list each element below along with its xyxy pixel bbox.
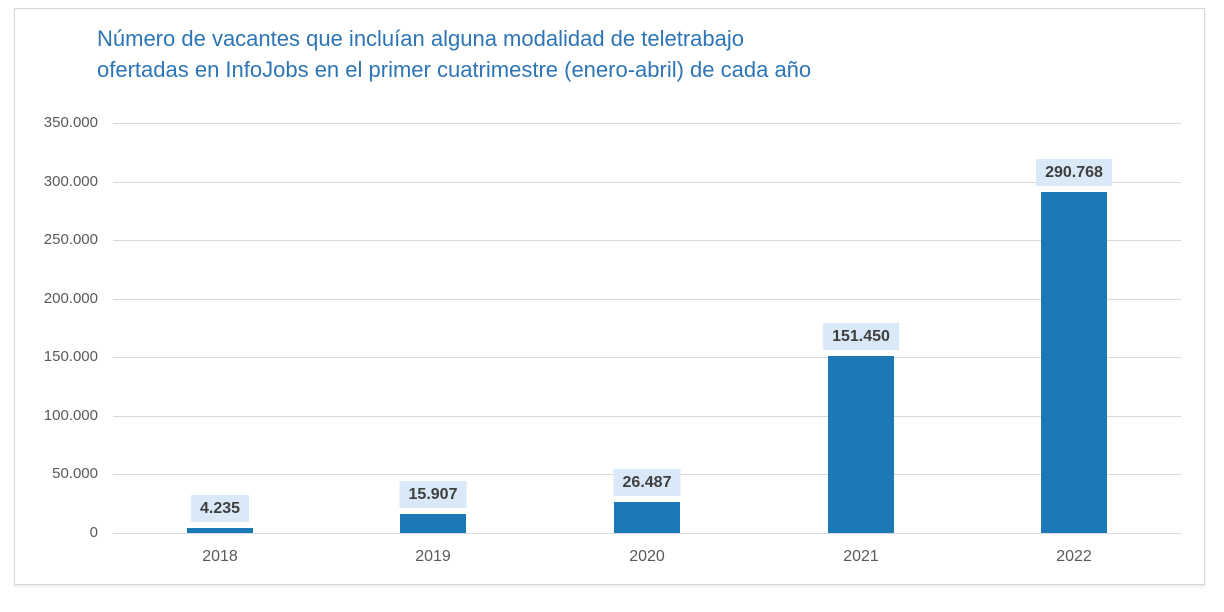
y-tick-label-200.000: 200.000: [43, 290, 98, 307]
bar-2021: [828, 356, 894, 533]
gridline-250.000: [113, 240, 1181, 241]
y-tick-label-300.000: 300.000: [43, 173, 98, 190]
y-tick-label-0: 0: [89, 524, 98, 541]
bar-value-label-2020: 26.487: [613, 469, 681, 496]
bar-value-label-2021: 151.450: [823, 323, 899, 350]
bar-2022: [1041, 192, 1107, 533]
y-tick-label-350.000: 350.000: [43, 114, 98, 131]
x-tick-label-2019: 2019: [415, 548, 451, 565]
bar-value-label-2022: 290.768: [1036, 159, 1112, 186]
y-tick-label-50.000: 50.000: [52, 465, 98, 482]
gridline-150.000: [113, 357, 1181, 358]
bar-2018: [187, 528, 253, 533]
chart-frame: Número de vacantes que incluían alguna m…: [14, 8, 1205, 585]
x-tick-label-2020: 2020: [629, 548, 665, 565]
bar-value-label-2018: 4.235: [190, 495, 250, 522]
bar-2020: [614, 502, 680, 533]
bar-value-label-2019: 15.907: [399, 481, 467, 508]
chart-title-line2: ofertadas en InfoJobs en el primer cuatr…: [97, 57, 812, 82]
y-tick-label-150.000: 150.000: [43, 348, 98, 365]
chart-title-line1: Número de vacantes que incluían alguna m…: [97, 26, 744, 51]
y-tick-label-100.000: 100.000: [43, 407, 98, 424]
gridline-0: [113, 533, 1181, 534]
chart-title: Número de vacantes que incluían alguna m…: [97, 23, 811, 85]
gridline-200.000: [113, 299, 1181, 300]
gridline-100.000: [113, 416, 1181, 417]
bar-2019: [400, 514, 466, 533]
x-tick-label-2022: 2022: [1056, 548, 1092, 565]
x-tick-label-2018: 2018: [202, 548, 238, 565]
gridline-300.000: [113, 182, 1181, 183]
gridline-350.000: [113, 123, 1181, 124]
x-tick-label-2021: 2021: [843, 548, 879, 565]
y-tick-label-250.000: 250.000: [43, 231, 98, 248]
